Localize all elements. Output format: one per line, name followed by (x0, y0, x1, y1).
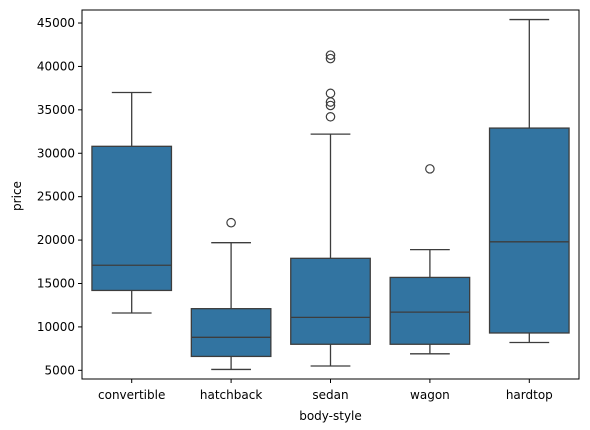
outlier-point (425, 164, 435, 174)
y-tick-label: 30000 (37, 146, 75, 160)
y-tick-label: 45000 (37, 16, 75, 30)
outlier-point (325, 88, 336, 99)
y-tick-label: 15000 (37, 276, 75, 290)
boxes (91, 18, 570, 371)
box-iqr (190, 308, 272, 358)
x-axis: convertible hatchback sedan wagon hardtop (98, 379, 553, 402)
x-tick-label: hardtop (506, 388, 553, 402)
y-tick-label: 20000 (37, 233, 75, 247)
box-convertible (91, 91, 173, 314)
outlier-point (325, 50, 336, 60)
y-tick-label: 25000 (37, 190, 75, 204)
box-iqr (290, 257, 371, 345)
box-hardtop (488, 18, 570, 344)
outlier-point (325, 100, 336, 111)
box-iqr (389, 276, 471, 345)
x-tick-label: convertible (98, 388, 165, 402)
x-tick-label: sedan (312, 388, 348, 402)
box-wagon (389, 164, 471, 355)
box-iqr (91, 145, 173, 292)
x-axis-label: body-style (299, 409, 362, 423)
box-hatchback (190, 217, 272, 371)
outlier-point (226, 217, 236, 228)
y-tick-label: 35000 (37, 103, 75, 117)
outlier-point (325, 53, 336, 64)
x-tick-label: hatchback (200, 388, 262, 402)
y-tick-label: 40000 (37, 59, 75, 73)
y-axis: 5000 10000 15000 20000 25000 30000 35000 40000 4… (37, 16, 82, 377)
y-axis-label: price (10, 181, 24, 211)
y-tick-label: 5000 (44, 363, 75, 377)
box-sedan (290, 50, 371, 367)
outlier-point (325, 111, 336, 122)
x-tick-label: wagon (410, 388, 450, 402)
y-tick-label: 10000 (37, 320, 75, 334)
box-iqr (488, 127, 570, 334)
